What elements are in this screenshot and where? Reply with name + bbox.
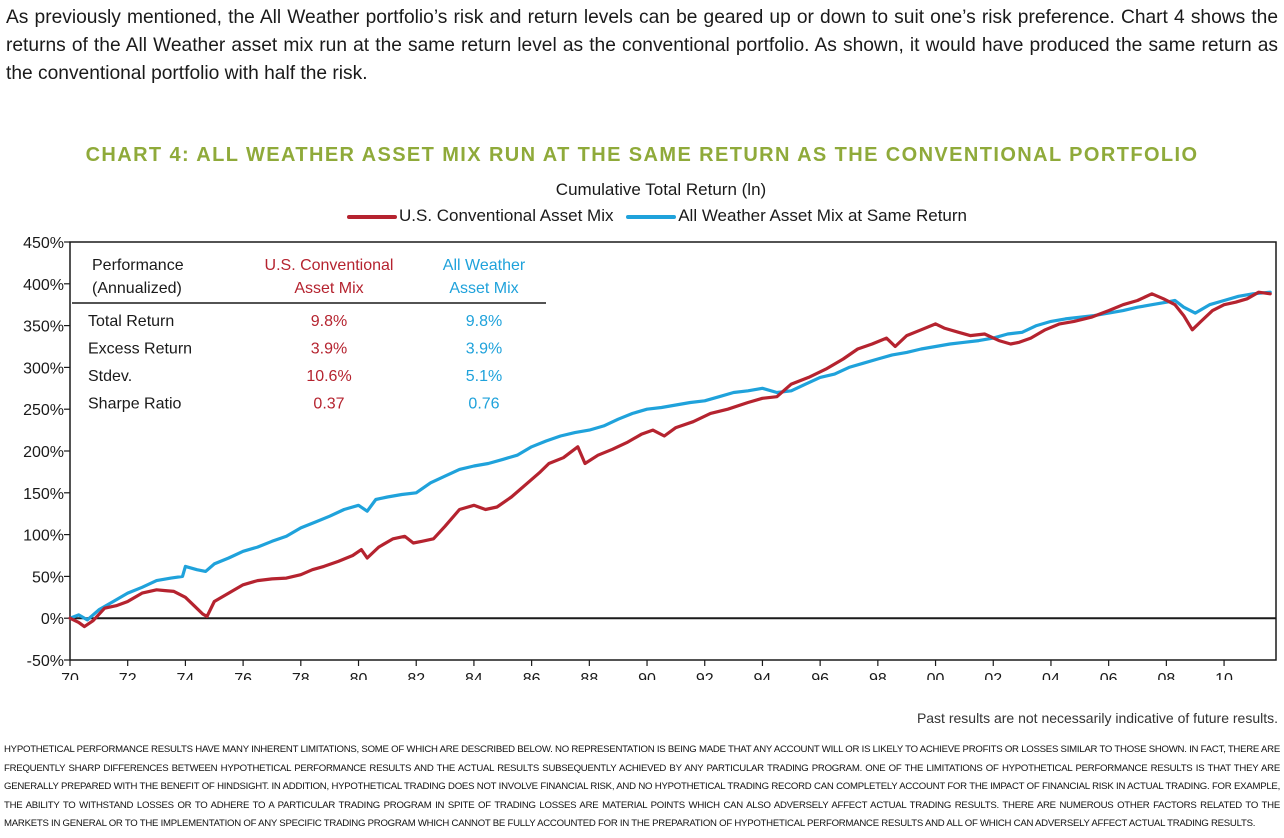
x-tick-label: 76 — [234, 671, 252, 680]
x-tick-label: 78 — [292, 671, 310, 680]
chart-heading: CHART 4: ALL WEATHER ASSET MIX RUN AT TH… — [85, 144, 1199, 166]
x-tick-label: 74 — [177, 671, 195, 680]
y-tick-label: 450% — [23, 235, 64, 252]
table-cell-conventional: 0.37 — [313, 396, 344, 413]
y-tick-label: -50% — [27, 653, 64, 670]
x-tick-label: 02 — [984, 671, 1002, 680]
x-tick-label: 82 — [407, 671, 425, 680]
cumulative-return-chart: 450% 400% 350% 300% 250% 200% 150% 100% 50% 0% -50… — [23, 235, 1277, 680]
y-tick-label: 150% — [23, 486, 64, 503]
legend-label-conventional: U.S. Conventional Asset Mix — [398, 206, 614, 225]
table-header-performance: Performance — [92, 257, 184, 274]
y-tick-label: 400% — [23, 277, 64, 294]
table-cell-all-weather: 5.1% — [466, 368, 502, 385]
y-tick-label: 0% — [41, 611, 64, 628]
table-row-label: Excess Return — [88, 341, 192, 358]
x-tick-label: 94 — [754, 671, 772, 680]
x-tick-label: 84 — [465, 671, 483, 680]
table-header-all-weather: All Weather — [443, 257, 526, 274]
table-row-label: Stdev. — [88, 368, 132, 385]
table-header-conventional: U.S. Conventional — [265, 257, 394, 274]
table-cell-conventional: 9.8% — [311, 313, 347, 330]
series-line-all-weather — [68, 290, 1272, 622]
x-tick-label: 90 — [638, 671, 656, 680]
series-line-conventional — [68, 290, 1272, 629]
x-tick-label: 70 — [61, 671, 79, 680]
y-tick-label: 200% — [23, 444, 64, 461]
x-tick-label: 00 — [927, 671, 945, 680]
legend-item-conventional: U.S. Conventional Asset Mix — [346, 206, 614, 226]
table-cell-all-weather: 3.9% — [466, 341, 502, 358]
legend-item-all-weather: All Weather Asset Mix at Same Return — [626, 206, 967, 226]
x-tick-label: 80 — [350, 671, 368, 680]
table-row-label: Sharpe Ratio — [88, 396, 181, 413]
legend-swatch-all-weather — [626, 214, 677, 219]
y-tick-label: 50% — [32, 569, 64, 586]
x-tick-label: 04 — [1042, 671, 1060, 680]
chart-title: Cumulative Total Return (ln) — [555, 180, 767, 199]
performance-table: Performance (Annualized) U.S. Conventional… — [72, 244, 550, 419]
past-results-note: Past results are not necessarily indicat… — [916, 710, 1278, 726]
x-tick-label: 08 — [1157, 671, 1175, 680]
y-tick-label: 300% — [23, 360, 64, 377]
x-tick-label: 06 — [1100, 671, 1118, 680]
table-cell-conventional: 10.6% — [306, 368, 351, 385]
x-tick-label: 72 — [119, 671, 137, 680]
y-tick-label: 350% — [23, 319, 64, 336]
table-cell-conventional: 3.9% — [311, 341, 347, 358]
table-header-all-weather: Asset Mix — [449, 280, 518, 297]
table-cell-all-weather: 0.76 — [468, 396, 499, 413]
legend-label-all-weather: All Weather Asset Mix at Same Return — [678, 206, 968, 225]
x-tick-label: 98 — [869, 671, 887, 680]
x-tick-label: 88 — [580, 671, 598, 680]
x-tick-label: 92 — [696, 671, 714, 680]
chart-legend: U.S. Conventional Asset Mix All Weather … — [0, 206, 1284, 226]
x-tick-label: 10 — [1215, 671, 1233, 680]
intro-paragraph: As previously mentioned, the All Weather… — [6, 7, 1278, 84]
table-background — [72, 244, 550, 419]
hypothetical-performance-disclaimer: HYPOTHETICAL PERFORMANCE RESULTS HAVE MA… — [4, 744, 1280, 830]
x-tick-label: 86 — [523, 671, 541, 680]
x-tick-label: 96 — [811, 671, 829, 680]
table-row-label: Total Return — [88, 313, 174, 330]
y-tick-label: 100% — [23, 528, 64, 545]
y-tick-label: 250% — [23, 402, 64, 419]
legend-swatch-conventional — [346, 214, 397, 219]
table-header-conventional: Asset Mix — [294, 280, 363, 297]
table-header-performance: (Annualized) — [92, 280, 182, 297]
table-cell-all-weather: 9.8% — [466, 313, 502, 330]
